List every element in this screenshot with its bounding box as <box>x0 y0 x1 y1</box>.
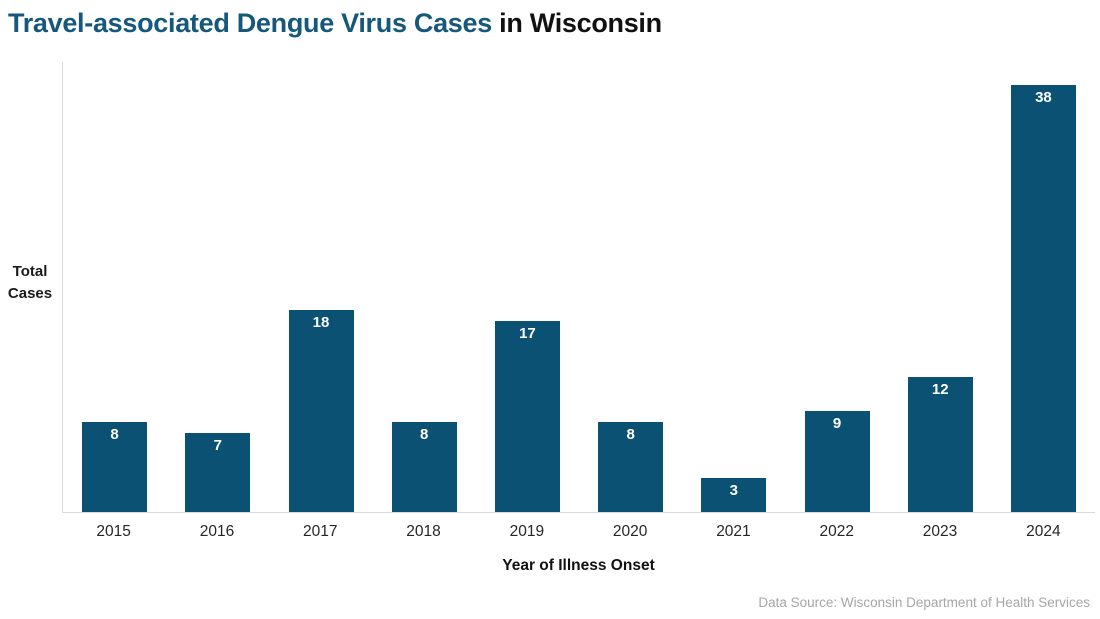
bar-2015: 8 <box>82 422 148 512</box>
x-tick-2020: 2020 <box>612 523 648 540</box>
x-tick-2019: 2019 <box>509 523 545 540</box>
bar-slot-2017: 18 <box>269 62 372 512</box>
x-tick-2018: 2018 <box>406 523 441 540</box>
bar-slot-2016: 7 <box>166 62 269 512</box>
bar-value-label: 3 <box>729 482 738 500</box>
bar-value-label: 9 <box>832 414 842 432</box>
bar-2022: 9 <box>804 410 870 512</box>
x-tick-2017: 2017 <box>303 523 338 540</box>
bar-slot-2019: 17 <box>476 62 579 512</box>
bar-value-label: 8 <box>626 426 635 443</box>
x-tick-2021: 2021 <box>716 523 751 540</box>
bar-2017: 18 <box>288 309 354 512</box>
page-title: Travel-associated Dengue Virus Cases in … <box>8 8 662 39</box>
bar-2021: 3 <box>701 478 767 512</box>
data-source-note: Data Source: Wisconsin Department of Hea… <box>758 595 1090 610</box>
x-axis-title: Year of Illness Onset <box>502 557 655 574</box>
bar-value-label: 17 <box>519 324 536 342</box>
y-axis-label-line2: Cases <box>7 285 53 302</box>
bar-2024: 38 <box>1010 84 1076 512</box>
bar-slot-2020: 8 <box>579 62 682 512</box>
bar-slot-2023: 12 <box>889 62 992 512</box>
x-tick-2024: 2024 <box>1026 523 1061 540</box>
y-axis-label-line1: Total <box>12 263 48 280</box>
bar-2019: 17 <box>494 320 560 512</box>
x-tick-2016: 2016 <box>199 523 235 540</box>
bar-slot-2015: 8 <box>63 62 166 512</box>
x-tick-2023: 2023 <box>922 523 958 540</box>
bar-value-label: 7 <box>213 437 222 455</box>
x-tick-2022: 2022 <box>819 523 854 540</box>
bar-value-label: 8 <box>420 426 429 443</box>
y-axis-label: Total Cases <box>2 261 58 305</box>
bar-slot-2024: 38 <box>992 62 1095 512</box>
bar-2023: 12 <box>907 377 973 512</box>
plot-area: 8 7 18 8 17 8 3 9 12 38 <box>62 62 1095 513</box>
bar-2016: 7 <box>185 433 251 512</box>
bar-2018: 8 <box>391 422 457 512</box>
bar-2020: 8 <box>598 422 664 512</box>
bar-slot-2018: 8 <box>373 62 476 512</box>
bar-slot-2022: 9 <box>785 62 888 512</box>
bar-value-label: 12 <box>931 381 949 398</box>
page-title-highlight: Travel-associated Dengue Virus Cases <box>8 8 492 38</box>
bar-value-label: 8 <box>110 426 119 443</box>
bar-value-label: 18 <box>312 313 330 331</box>
bar-value-label: 38 <box>1035 88 1052 106</box>
bar-slot-2021: 3 <box>682 62 785 512</box>
x-axis-labels: 2015 2016 2017 2018 2019 2020 2021 2022 2023 2024 <box>62 523 1095 543</box>
page-title-rest: in Wisconsin <box>491 8 662 38</box>
x-tick-2015: 2015 <box>96 523 131 540</box>
